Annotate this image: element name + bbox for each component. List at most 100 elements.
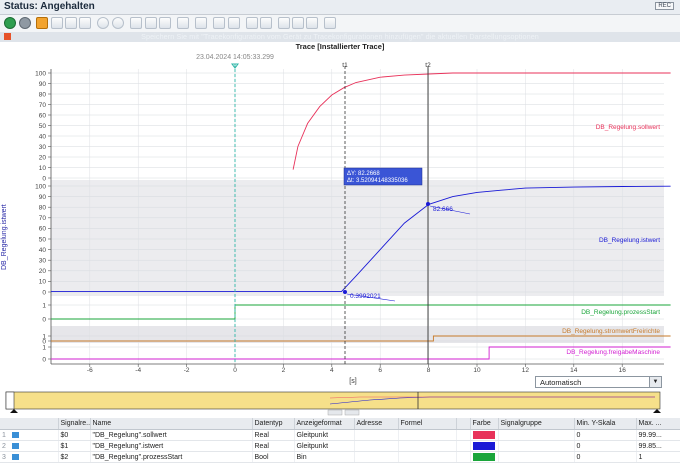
max-cell[interactable]: 1	[636, 451, 680, 463]
scroll-handle-right	[344, 409, 360, 416]
x-tick-label: 14	[570, 367, 578, 374]
x-tick-label: 8	[427, 367, 431, 374]
lines-icon[interactable]	[228, 17, 240, 29]
table-icon[interactable]	[246, 17, 258, 29]
signal-cell[interactable]: $0	[58, 429, 91, 441]
zoom-x-icon[interactable]	[65, 17, 77, 29]
y-tick-labels: 0102030405060708090100010203040506070809…	[35, 70, 51, 363]
col-header-formula[interactable]: Formel	[398, 418, 457, 430]
chart-icon[interactable]	[213, 17, 225, 29]
trigger-timestamp: 23.04.2024 14:05:33.299	[196, 54, 274, 61]
t1-value-point	[343, 290, 347, 294]
table-body: 1 $0 "DB_Regelung".sollwert Real Gleitpunkt 0…	[0, 429, 680, 463]
address-cell[interactable]	[354, 429, 399, 441]
col-header-icon[interactable]	[0, 418, 59, 430]
max-cell[interactable]: 99.85...	[636, 440, 680, 452]
y-tick-label: 30	[39, 144, 47, 151]
zoom-in-icon[interactable]	[97, 17, 109, 29]
x-tick-label: 2	[282, 367, 286, 374]
color-cell[interactable]	[470, 451, 499, 463]
address-cell[interactable]	[354, 440, 399, 452]
table-row[interactable]: 3 $2 "DB_Regelung".prozessStart Bool Bin 0 1	[0, 451, 680, 463]
overview-sollwert	[329, 396, 655, 399]
color-cell[interactable]	[470, 429, 499, 441]
align-icon[interactable]	[292, 17, 304, 29]
y-tick-label: 30	[39, 258, 47, 265]
col-header-signal[interactable]: Signalre...	[58, 418, 91, 430]
measure-icon[interactable]	[177, 17, 189, 29]
min-cell[interactable]: 0	[574, 440, 637, 452]
col-header-name[interactable]: Name	[90, 418, 253, 430]
group-cell[interactable]	[498, 429, 575, 441]
color-cell[interactable]	[470, 440, 499, 452]
stop-icon[interactable]	[19, 17, 31, 29]
color-swatch[interactable]	[472, 453, 495, 461]
y-tick-label: 20	[39, 268, 47, 275]
zoom-out-icon[interactable]	[112, 17, 124, 29]
x-tick-label: 4	[330, 367, 334, 374]
panel-stromwert-bg	[51, 326, 664, 343]
col-header-format[interactable]: Anzeigeformat	[294, 418, 355, 430]
signal-cell[interactable]: $1	[58, 440, 91, 452]
y-tick-label: 60	[39, 226, 47, 233]
name-cell[interactable]: "DB_Regelung".istwert	[90, 440, 253, 452]
hand-icon[interactable]	[36, 17, 48, 29]
trace-chart[interactable]: 0102030405060708090100010203040506070809…	[0, 50, 680, 420]
group-cell[interactable]	[498, 451, 575, 463]
row-number[interactable]: 2	[0, 440, 59, 452]
col-header-address[interactable]: Adresse	[354, 418, 399, 430]
format-cell[interactable]: Bin	[294, 451, 355, 463]
col-header-edit-icon[interactable]	[456, 418, 471, 430]
datatype-cell[interactable]: Bool	[252, 451, 295, 463]
address-cell[interactable]	[354, 451, 399, 463]
zoom-y-icon[interactable]	[79, 17, 91, 29]
zoom-region-icon[interactable]	[51, 17, 63, 29]
col-header-datatype[interactable]: Datentyp	[252, 418, 295, 430]
auto-scale-icon[interactable]	[145, 17, 157, 29]
color-swatch[interactable]	[472, 431, 495, 439]
fit-icon[interactable]	[130, 17, 142, 29]
split-icon[interactable]	[195, 17, 207, 29]
col-header-min[interactable]: Min. Y-Skala	[574, 418, 637, 430]
col-header-group[interactable]: Signalgruppe	[498, 418, 575, 430]
y-tick-label: 10	[39, 165, 47, 172]
formula-cell[interactable]	[398, 429, 457, 441]
color-swatch[interactable]	[472, 442, 495, 450]
signal-cell[interactable]: $2	[58, 451, 91, 463]
edit-cell[interactable]	[456, 429, 471, 441]
max-cell[interactable]: 99.99...	[636, 429, 680, 441]
min-cell[interactable]: 0	[574, 451, 637, 463]
format-cell[interactable]: Gleitpunkt	[294, 440, 355, 452]
name-cell[interactable]: "DB_Regelung".sollwert	[90, 429, 253, 441]
export-icon[interactable]	[324, 17, 336, 29]
formula-cell[interactable]	[398, 440, 457, 452]
datatype-cell[interactable]: Real	[252, 429, 295, 441]
time-mode-select[interactable]: Automatisch ▼	[535, 376, 662, 388]
list2-icon[interactable]	[306, 17, 318, 29]
edit-cell[interactable]	[456, 440, 471, 452]
table-row[interactable]: 1 $0 "DB_Regelung".sollwert Real Gleitpunkt 0…	[0, 429, 680, 441]
series-line-sollwert	[292, 72, 671, 170]
format-cell[interactable]: Gleitpunkt	[294, 429, 355, 441]
formula-cell[interactable]	[398, 451, 457, 463]
play-icon[interactable]	[4, 17, 16, 29]
table-row[interactable]: 2 $1 "DB_Regelung".istwert Real Gleitpunkt 0 9…	[0, 440, 680, 452]
y-tick-label: 40	[39, 133, 47, 140]
label-istwert: DB_Regelung.istwert	[599, 237, 660, 244]
row-number[interactable]: 1	[0, 429, 59, 441]
group-cell[interactable]	[498, 440, 575, 452]
row-number[interactable]: 3	[0, 451, 59, 463]
list-icon[interactable]	[278, 17, 290, 29]
col-header-max[interactable]: Max. ...	[636, 418, 680, 430]
col-header-color[interactable]: Farbe	[470, 418, 499, 430]
min-cell[interactable]: 0	[574, 429, 637, 441]
save-icon[interactable]	[159, 17, 171, 29]
edit-cell[interactable]	[456, 451, 471, 463]
datatype-cell[interactable]: Real	[252, 440, 295, 452]
chevron-down-icon[interactable]: ▼	[649, 377, 661, 387]
y-tick-label: 100	[35, 183, 46, 190]
name-cell[interactable]: "DB_Regelung".prozessStart	[90, 451, 253, 463]
t2-value-label: 82.666	[433, 206, 453, 213]
x-tick-label: 10	[473, 367, 481, 374]
marker-icon[interactable]	[260, 17, 272, 29]
